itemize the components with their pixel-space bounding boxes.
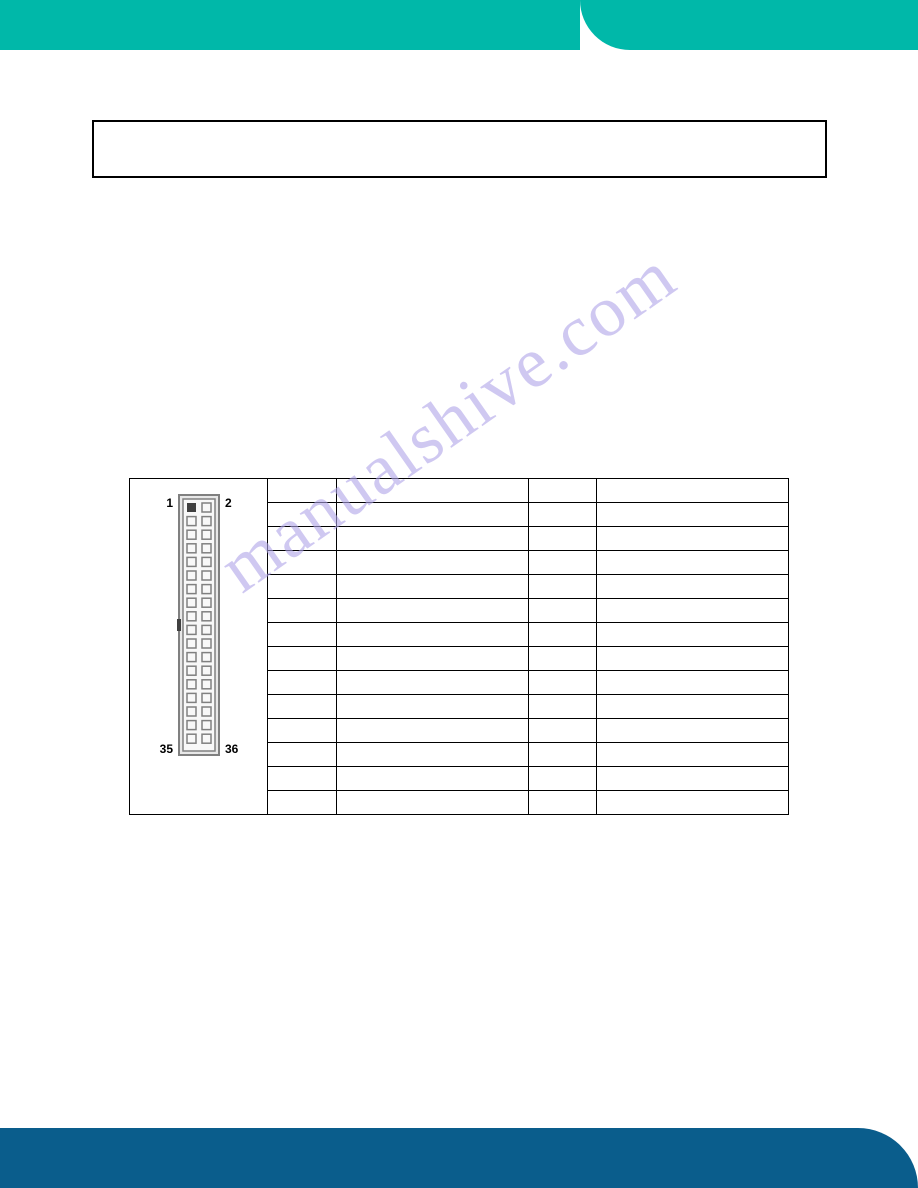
pin-label-35: 35 xyxy=(159,742,173,756)
table-cell xyxy=(528,767,597,791)
table-cell xyxy=(336,743,528,767)
table-cell xyxy=(528,743,597,767)
table-cell xyxy=(268,743,337,767)
connector-cell: 1 2 35 36 xyxy=(130,479,268,815)
pinout-table-wrap: 1 2 35 36 xyxy=(129,478,789,815)
table-cell xyxy=(336,719,528,743)
table-cell xyxy=(528,575,597,599)
table-cell xyxy=(268,479,337,503)
table-cell xyxy=(597,791,789,815)
table-cell xyxy=(597,671,789,695)
table-cell xyxy=(268,791,337,815)
table-cell xyxy=(597,599,789,623)
table-cell xyxy=(336,527,528,551)
table-cell xyxy=(597,719,789,743)
table-cell xyxy=(336,695,528,719)
table-cell xyxy=(528,695,597,719)
table-cell xyxy=(528,551,597,575)
table-cell xyxy=(336,599,528,623)
table-cell xyxy=(336,551,528,575)
table-cell xyxy=(528,503,597,527)
table-cell xyxy=(336,575,528,599)
top-banner-right xyxy=(580,0,918,50)
table-cell xyxy=(268,551,337,575)
table-cell xyxy=(336,647,528,671)
table-cell xyxy=(597,503,789,527)
table-cell xyxy=(528,479,597,503)
table-cell xyxy=(268,647,337,671)
table-cell xyxy=(336,791,528,815)
table-cell xyxy=(336,503,528,527)
table-cell xyxy=(336,479,528,503)
table-row: 1 2 35 36 xyxy=(130,479,789,503)
table-cell xyxy=(528,791,597,815)
table-cell xyxy=(528,599,597,623)
table-cell xyxy=(336,671,528,695)
table-cell xyxy=(268,599,337,623)
table-cell xyxy=(268,719,337,743)
pin-label-1: 1 xyxy=(166,496,173,510)
table-cell xyxy=(597,695,789,719)
table-cell xyxy=(597,743,789,767)
connector-diagram-icon: 1 2 35 36 xyxy=(155,485,243,765)
table-cell xyxy=(528,623,597,647)
pinout-table: 1 2 35 36 xyxy=(129,478,789,815)
table-cell xyxy=(597,527,789,551)
table-cell xyxy=(528,719,597,743)
table-cell xyxy=(268,671,337,695)
table-cell xyxy=(597,479,789,503)
page-content: 1 2 35 36 xyxy=(0,90,918,815)
table-cell xyxy=(336,767,528,791)
info-box xyxy=(92,120,827,178)
table-cell xyxy=(528,527,597,551)
table-cell xyxy=(268,503,337,527)
table-cell xyxy=(597,647,789,671)
table-cell xyxy=(597,575,789,599)
table-cell xyxy=(528,671,597,695)
table-cell xyxy=(268,527,337,551)
pin-label-36: 36 xyxy=(225,742,239,756)
table-cell xyxy=(268,767,337,791)
pin-label-2: 2 xyxy=(225,496,232,510)
table-cell xyxy=(597,551,789,575)
bottom-banner xyxy=(0,1128,918,1188)
table-cell xyxy=(597,767,789,791)
table-cell xyxy=(268,695,337,719)
table-cell xyxy=(336,623,528,647)
table-cell xyxy=(268,575,337,599)
table-cell xyxy=(528,647,597,671)
table-cell xyxy=(268,623,337,647)
table-cell xyxy=(597,623,789,647)
top-banner-left xyxy=(0,0,580,50)
